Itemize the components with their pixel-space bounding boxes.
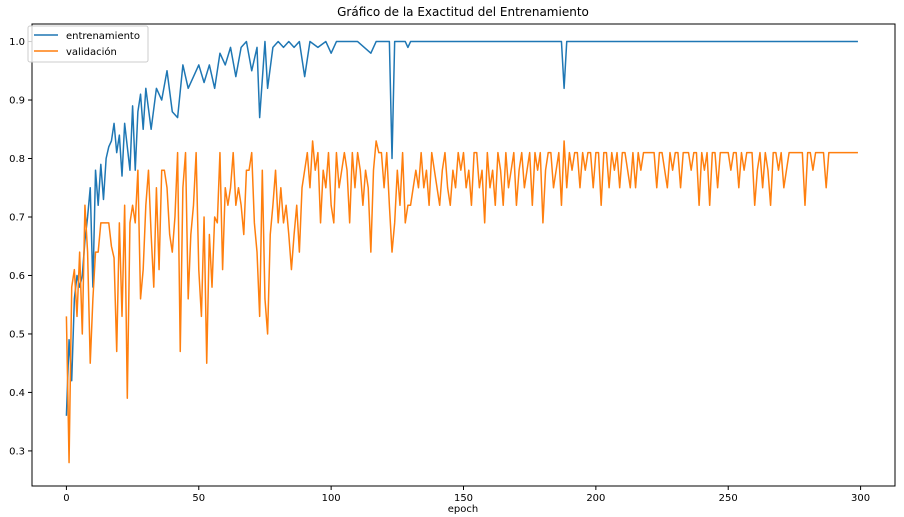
series-line-validacion — [65, 140, 858, 464]
y-tick-label: 0.4 — [9, 388, 25, 399]
x-tick-label: 100 — [322, 493, 341, 504]
x-tick-label: 300 — [851, 493, 870, 504]
x-tick-label: 200 — [586, 493, 605, 504]
x-tick-label: 150 — [454, 493, 473, 504]
y-tick-label: 0.6 — [9, 271, 25, 282]
legend-label-entrenamiento: entrenamiento — [66, 31, 140, 42]
x-axis-ticks: 0 50 100 150 200 250 300 — [63, 486, 870, 504]
y-axis-ticks: 0.3 0.4 0.5 0.6 0.7 0.8 0.9 1.0 — [9, 37, 32, 457]
y-tick-label: 0.5 — [9, 329, 25, 340]
legend-label-validacion: validación — [66, 46, 117, 58]
x-tick-label: 50 — [192, 493, 205, 504]
chart-title: Gráfico de la Exactitud del Entrenamient… — [337, 5, 589, 19]
x-tick-label: 0 — [63, 493, 69, 504]
series-line-entrenamiento — [65, 40, 858, 416]
plot-frame — [31, 23, 896, 487]
legend: entrenamiento validación — [27, 25, 149, 63]
x-axis-label: epoch — [448, 504, 478, 515]
y-tick-label: 0.7 — [9, 212, 25, 223]
series-layer — [65, 40, 858, 464]
y-tick-label: 0.3 — [9, 446, 25, 457]
y-tick-label: 0.9 — [9, 96, 25, 107]
y-tick-label: 0.8 — [9, 154, 25, 165]
y-tick-label: 1.0 — [9, 37, 25, 48]
x-tick-label: 250 — [719, 493, 738, 504]
